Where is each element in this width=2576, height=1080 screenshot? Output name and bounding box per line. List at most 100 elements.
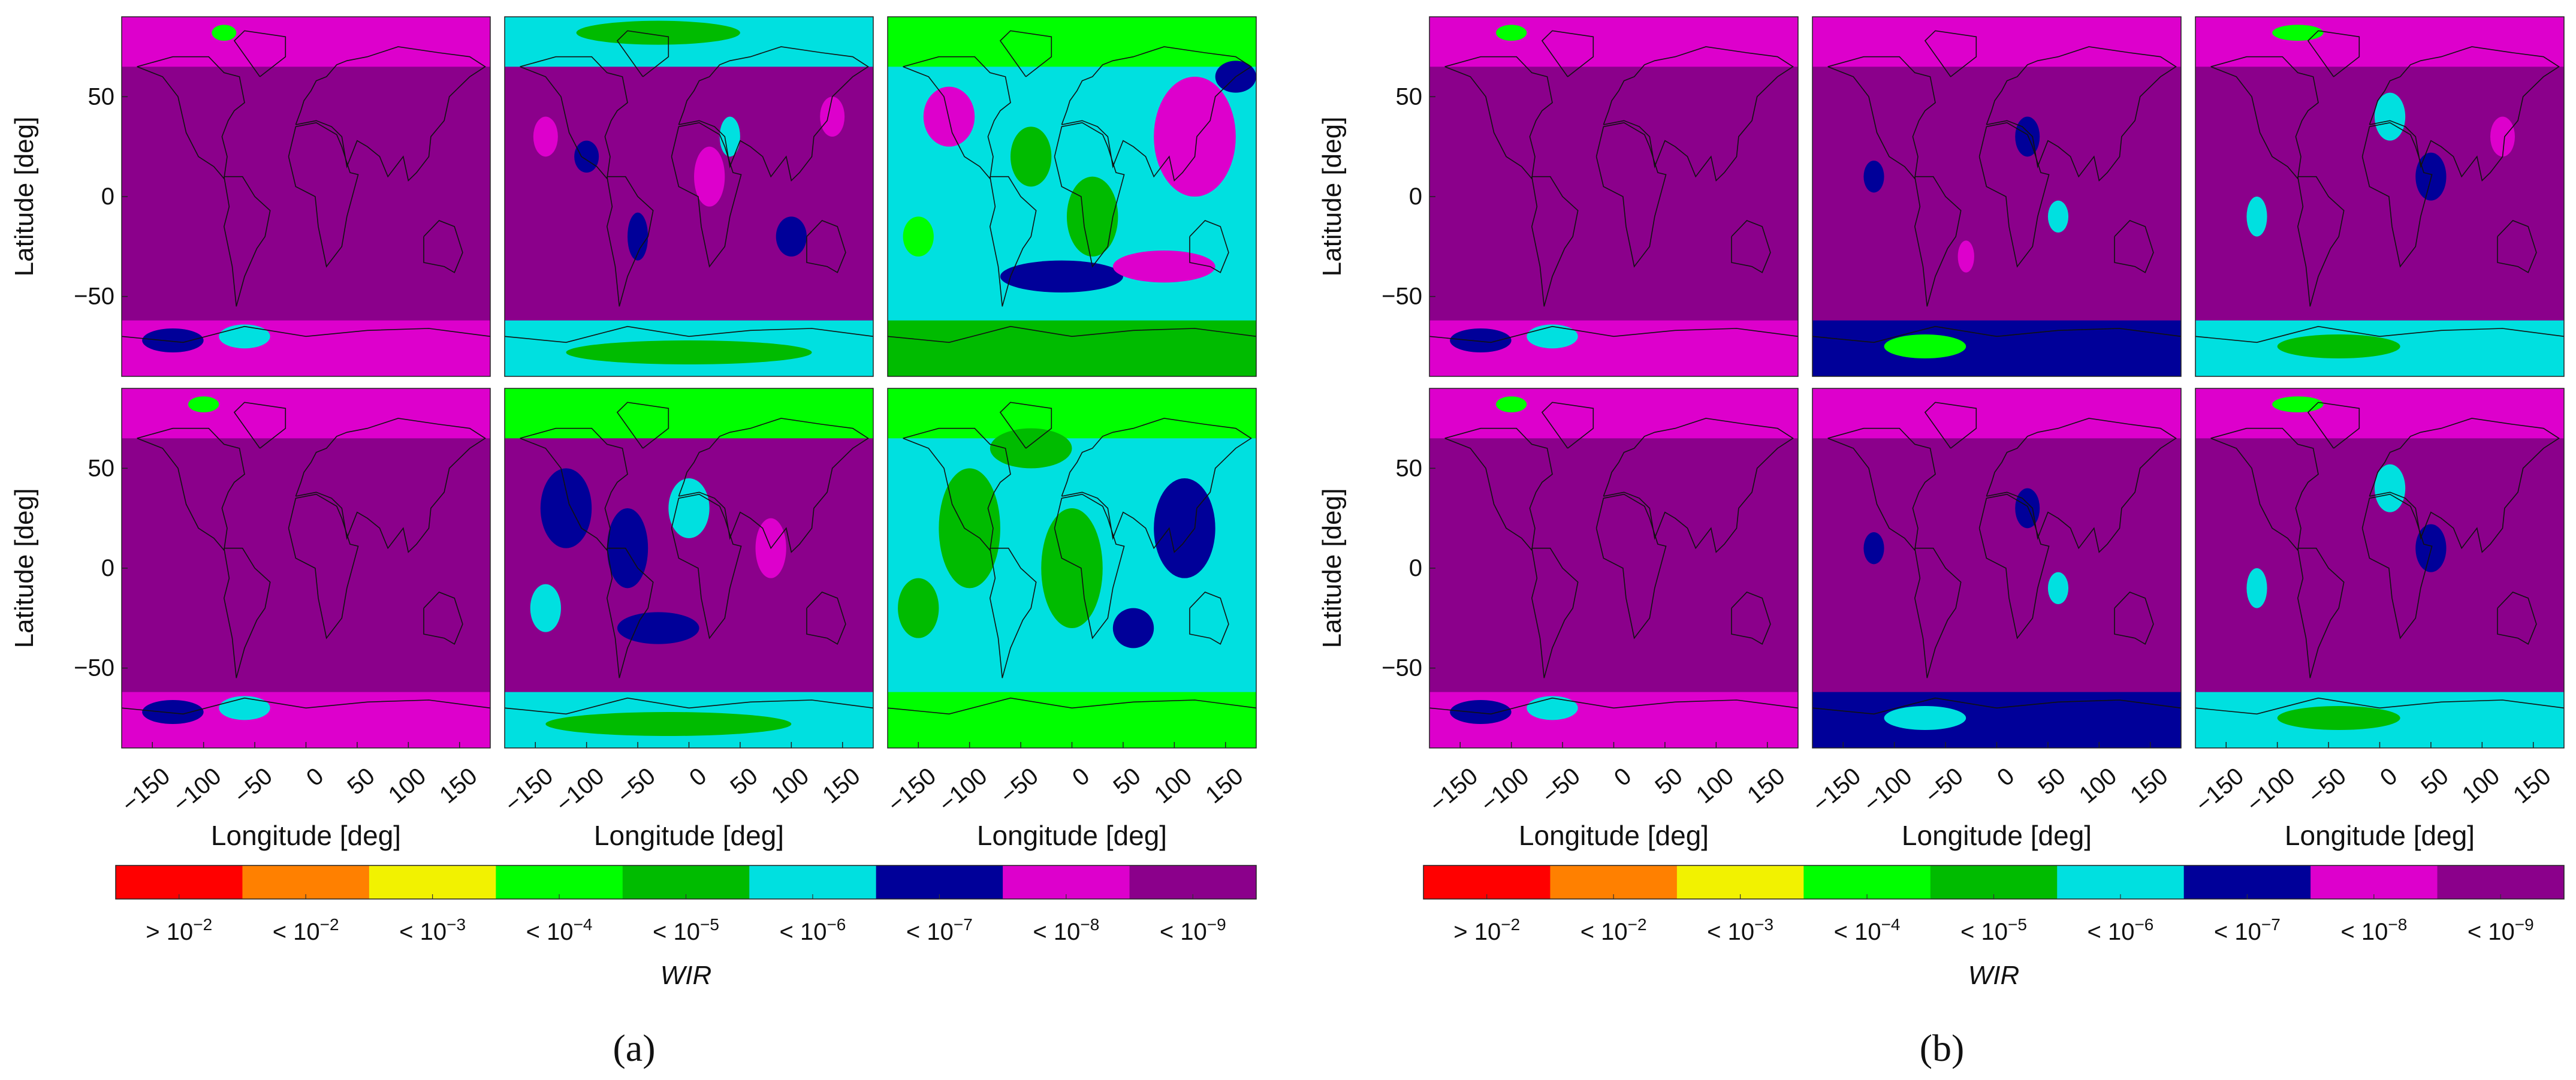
contour-region [776, 216, 807, 257]
contour-north-band [1429, 388, 1798, 439]
contour-north-band [888, 388, 1256, 439]
coastline [223, 176, 271, 307]
colorbar-label-base: < 10 [1160, 919, 1207, 945]
panel-content [122, 17, 490, 376]
map-panel-a-2-3: −150−100 −50 0 50 100 150 Longitude [deg] [883, 388, 1257, 851]
coastline [2297, 547, 2345, 678]
colorbar-label-exponent: −4 [574, 915, 593, 934]
y-axis-label: Latitude [deg] [10, 488, 39, 648]
colorbar-label-base: < 10 [779, 919, 827, 945]
contour-region [628, 212, 648, 261]
contour-region [923, 86, 975, 147]
colorbar-label-base: < 10 [653, 919, 700, 945]
y-tick-label: −50 [74, 283, 114, 310]
coastline [616, 402, 669, 449]
colorbar-swatch [1803, 865, 1931, 899]
contour-region [188, 396, 219, 413]
contour-region [1527, 324, 1578, 349]
colorbar-label-exponent: −8 [1080, 915, 1099, 934]
coastline [2210, 427, 2319, 551]
colorbar-swatch [1129, 865, 1257, 899]
colorbar-label-exponent: −6 [2134, 915, 2153, 934]
panel-content [1429, 17, 1798, 376]
colorbar-level-label: < 10−4 [526, 915, 593, 945]
colorbar-label-exponent: −2 [320, 915, 339, 934]
coastline [1731, 592, 1771, 645]
coastline [2369, 46, 2560, 182]
colorbar-level-label: < 10−4 [1834, 915, 1901, 945]
x-tick-label: −50 [1920, 763, 1968, 809]
x-tick-label: −150 [117, 763, 175, 818]
x-tick-label: −100 [1859, 763, 1917, 818]
x-tick-label: 0 [1992, 763, 2019, 792]
contour-region [1957, 240, 1974, 273]
contour-region [1041, 508, 1103, 628]
coastline [1731, 220, 1771, 273]
colorbar-label-base: < 10 [906, 919, 954, 945]
coastline [2369, 418, 2560, 553]
contour-region [219, 696, 270, 720]
panel-content [1812, 388, 2181, 748]
panel-content [122, 388, 490, 748]
coastline [2361, 122, 2433, 268]
panel-content [888, 17, 1256, 376]
contour-background [2195, 17, 2564, 376]
colorbar-label-exponent: −5 [2008, 915, 2027, 934]
colorbar-label-base: < 10 [273, 919, 320, 945]
coastline [2114, 220, 2154, 273]
contour-region [1112, 608, 1154, 648]
coastline [616, 30, 669, 77]
panel-frame [1812, 16, 2182, 377]
contour-region [545, 712, 792, 736]
x-tick-label: 100 [767, 763, 814, 809]
contour-north-band [1812, 388, 2181, 439]
coastline [1978, 122, 2050, 268]
coastline [903, 427, 1011, 551]
x-axis-label: Longitude [deg] [1519, 820, 1709, 851]
colorbar-swatch [116, 865, 243, 899]
colorbar-title: WIR [1968, 961, 2020, 990]
colorbar-label-exponent: −6 [827, 915, 846, 934]
x-tick-label: 100 [2457, 763, 2505, 809]
contour-region [142, 700, 204, 724]
x-tick-label: 150 [818, 763, 865, 809]
x-tick-label: 150 [435, 763, 482, 809]
coastline [806, 592, 846, 645]
coastline [1531, 176, 1579, 307]
colorbar-swatch [2183, 865, 2311, 899]
contour-region [903, 216, 934, 257]
coastline [1541, 402, 1594, 449]
coastline [1429, 325, 1798, 343]
colorbar-level-label: < 10−3 [1707, 915, 1773, 945]
contour-region [2015, 116, 2040, 157]
colorbar-level-label: < 10−3 [399, 915, 466, 945]
panel-content [2195, 388, 2564, 748]
contour-region [219, 324, 270, 349]
map-panel-a-2-2: −150−100 −50 0 50 100 150 Longitude [deg] [500, 388, 874, 851]
x-tick-label: −150 [1808, 763, 1866, 818]
colorbar-swatch [749, 865, 877, 899]
x-tick-label: 150 [1742, 763, 1790, 809]
contour-background [122, 17, 490, 376]
colorbar-label-exponent: −5 [700, 915, 719, 934]
contour-region [2277, 706, 2400, 730]
contour-region [1154, 478, 1215, 578]
contour-region [1634, 336, 1717, 357]
contour-south-band [888, 692, 1256, 748]
contour-north-band [1429, 17, 1798, 67]
map-panel-b-2-3: −150−100 −50 0 50 100 150 Longitude [deg] [2191, 388, 2565, 851]
contour-region [1066, 176, 1118, 257]
colorbar-swatch [2437, 865, 2565, 899]
contour-south-band [1812, 692, 2181, 748]
colorbar-level-label: < 10−9 [1160, 915, 1226, 945]
contour-region [939, 468, 1000, 589]
coastline [2307, 30, 2360, 77]
coastline [806, 220, 846, 273]
coastline [999, 402, 1052, 449]
colorbar-b: > 10−2 < 10−2 < 10−3 < 10−4 < 10−5 < 10−6 < 10… [1423, 865, 2565, 990]
contour-region [2047, 200, 2069, 233]
colorbar-label-base: < 10 [2468, 919, 2515, 945]
colorbar-label-exponent: −7 [954, 915, 973, 934]
colorbar-label-base: < 10 [2214, 919, 2261, 945]
